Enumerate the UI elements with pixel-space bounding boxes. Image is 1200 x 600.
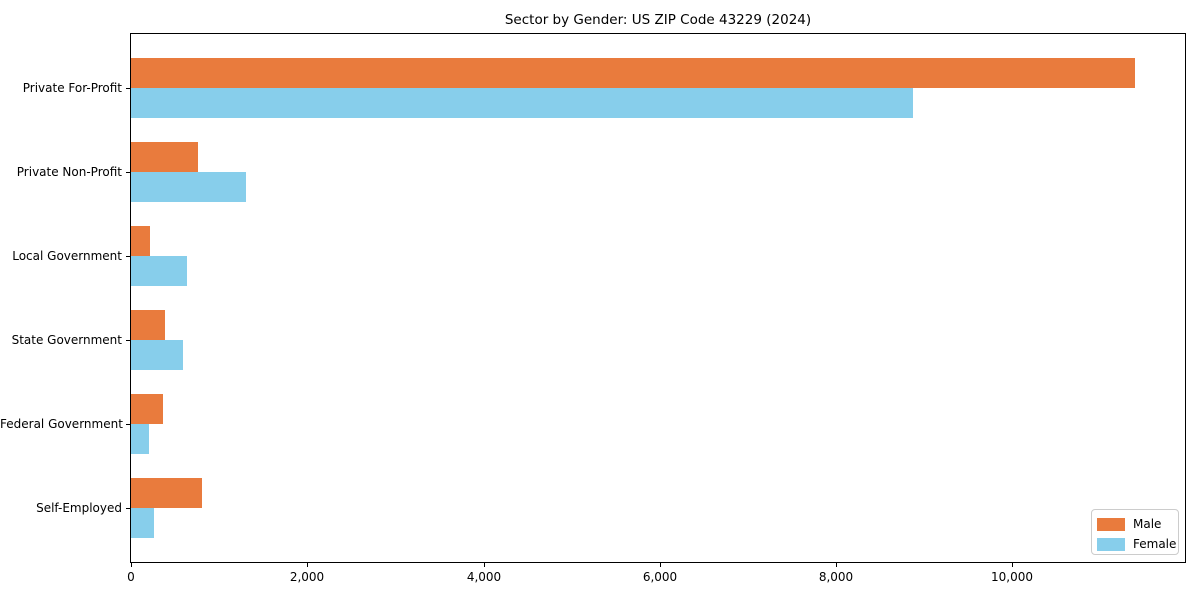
bar-male-self-employed (131, 478, 202, 508)
y-tick-mark-state-government (126, 340, 130, 341)
bar-male-federal-government (131, 394, 163, 424)
x-tick-mark-2000 (307, 563, 308, 567)
y-tick-label-local-government: Local Government (12, 249, 122, 263)
x-tick-label-0: 0 (127, 570, 135, 584)
x-tick-mark-8000 (836, 563, 837, 567)
x-tick-label-2000: 2,000 (289, 570, 325, 584)
male-series-swatch (1097, 517, 1125, 531)
x-tick-label-4000: 4,000 (466, 570, 502, 584)
y-tick-label-private-non-profit: Private Non-Profit (16, 165, 122, 179)
legend-label-male: Male (1133, 517, 1162, 531)
x-tick-label-6000: 6,000 (642, 570, 678, 584)
bar-male-private-for-profit (131, 58, 1135, 88)
x-tick-mark-4000 (484, 563, 485, 567)
bar-female-state-government (131, 340, 183, 370)
y-tick-mark-private-for-profit (126, 88, 130, 89)
bar-female-federal-government (131, 424, 149, 454)
y-tick-label-private-for-profit: Private For-Profit (22, 81, 122, 95)
bar-female-local-government (131, 256, 187, 286)
female-series-swatch (1097, 537, 1125, 551)
y-tick-mark-private-non-profit (126, 172, 130, 173)
bar-male-state-government (131, 310, 165, 340)
x-tick-label-8000: 8,000 (818, 570, 854, 584)
bar-male-private-non-profit (131, 142, 198, 172)
legend: Male Female (1091, 509, 1179, 555)
bar-female-private-for-profit (131, 88, 913, 118)
bar-male-local-government (131, 226, 150, 256)
x-tick-mark-0 (131, 563, 132, 567)
plot-area (130, 33, 1186, 563)
y-tick-mark-self-employed (126, 508, 130, 509)
y-tick-label-state-government: State Government (11, 333, 122, 347)
y-tick-label-federal-government: Federal Government (0, 417, 123, 431)
y-tick-mark-local-government (126, 256, 130, 257)
bar-female-self-employed (131, 508, 154, 538)
x-tick-mark-10000 (1012, 563, 1013, 567)
x-tick-mark-6000 (660, 563, 661, 567)
legend-label-female: Female (1133, 537, 1177, 551)
x-tick-label-10000: 10,000 (991, 570, 1033, 584)
chart-title: Sector by Gender: US ZIP Code 43229 (202… (504, 12, 812, 28)
bar-female-private-non-profit (131, 172, 246, 202)
legend-item-female: Female (1097, 535, 1178, 553)
y-tick-mark-federal-government (126, 424, 130, 425)
y-tick-label-self-employed: Self-Employed (36, 501, 122, 515)
legend-item-male: Male (1097, 515, 1178, 533)
